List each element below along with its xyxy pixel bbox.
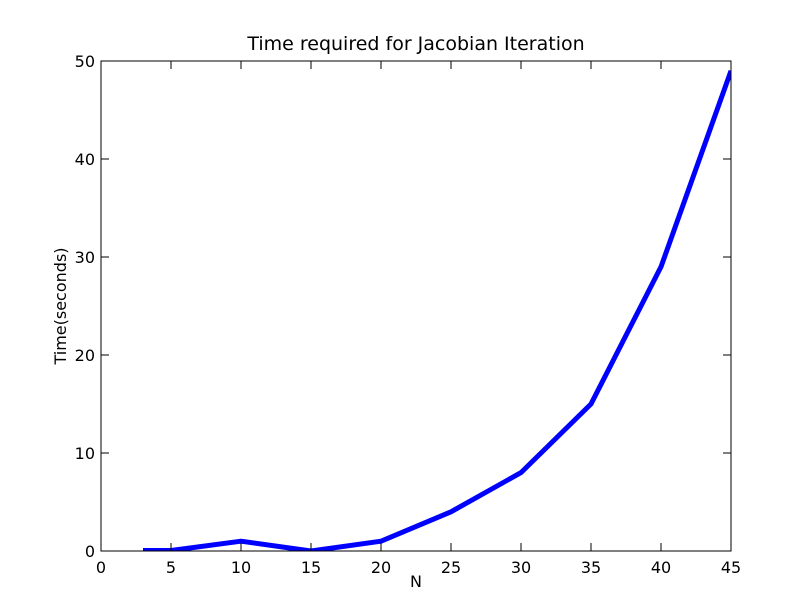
- x-tick-label: 15: [301, 558, 321, 577]
- x-tick-label: 10: [231, 558, 251, 577]
- x-tick-label: 5: [166, 558, 176, 577]
- x-tick-label: 30: [511, 558, 531, 577]
- x-tick-label: 45: [721, 558, 741, 577]
- plot-area: [100, 60, 732, 552]
- y-axis-ticks: 0 10 20 30 40 50: [75, 52, 731, 561]
- plot-frame: [100, 60, 732, 552]
- x-tick-label: 35: [581, 558, 601, 577]
- series-line-0: [143, 69, 731, 551]
- y-tick-label: 10: [75, 444, 95, 463]
- x-tick-label: 20: [371, 558, 391, 577]
- plot-background: [101, 61, 731, 551]
- x-axis-ticks: 0 5 10 15 20 25 30 35 40 45: [96, 61, 741, 577]
- x-tick-label: 40: [651, 558, 671, 577]
- x-axis-label: N: [410, 572, 422, 591]
- y-tick-label: 0: [85, 542, 95, 561]
- chart-title: Time required for Jacobian Iteration: [246, 33, 584, 55]
- x-tick-label: 0: [96, 558, 106, 577]
- y-tick-label: 20: [75, 346, 95, 365]
- y-tick-label: 30: [75, 248, 95, 267]
- y-tick-label: 40: [75, 150, 95, 169]
- x-tick-label: 25: [441, 558, 461, 577]
- y-tick-label: 50: [75, 52, 95, 71]
- y-axis-label: Time(seconds): [51, 247, 70, 365]
